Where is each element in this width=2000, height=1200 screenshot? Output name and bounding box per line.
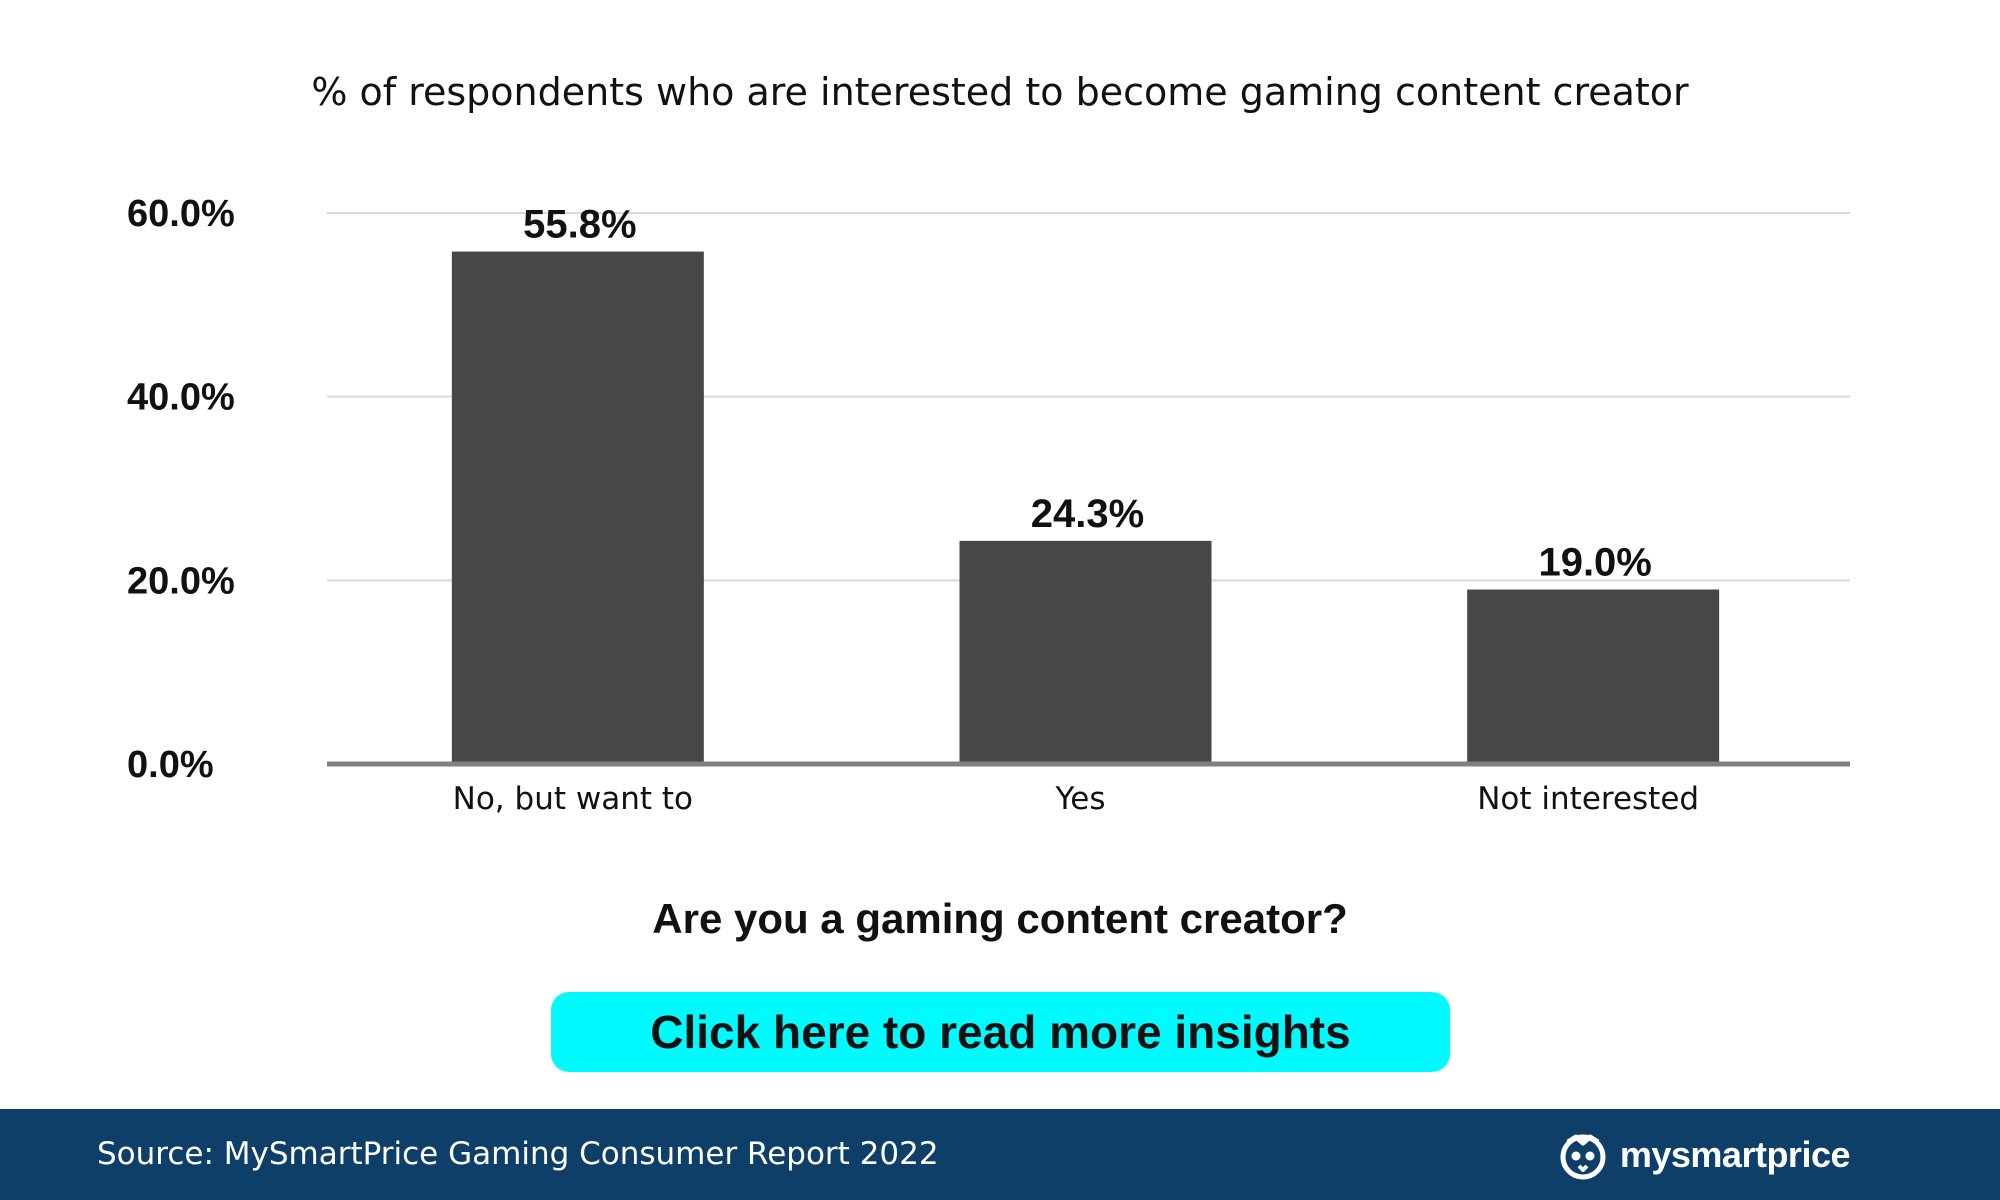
y-tick-label: 20.0% [127,560,235,602]
source-text: Source: MySmartPrice Gaming Consumer Rep… [97,1136,939,1172]
x-axis-title: Are you a gaming content creator? [652,895,1348,942]
data-label: 55.8% [523,203,636,247]
chart-title: % of respondents who are interested to b… [311,70,1689,114]
x-tick-label: No, but want to [453,781,693,817]
footer-bar: Source: MySmartPrice Gaming Consumer Rep… [0,1109,2000,1200]
y-tick-label: 0.0% [127,744,214,786]
bar [959,540,1212,764]
data-label: 24.3% [1031,492,1144,536]
y-tick-label: 60.0% [127,193,235,235]
owl-logo-icon [1560,1134,1606,1179]
read-more-insights-button[interactable]: Click here to read more insights [551,992,1450,1072]
bar-chart: 0.0% 20.0% 40.0% 60.0% 55.8% No, but want to 2… [127,193,1850,817]
brand-name: mysmartprice [1619,1133,1851,1175]
brand-logo-link[interactable]: mysmartprice [1558,1109,1851,1200]
y-tick-label: 40.0% [127,377,235,419]
bar [1467,589,1720,764]
bar [451,251,704,764]
x-tick-label: Not interested [1477,781,1699,817]
data-label: 19.0% [1538,541,1651,585]
x-tick-label: Yes [1054,781,1105,817]
